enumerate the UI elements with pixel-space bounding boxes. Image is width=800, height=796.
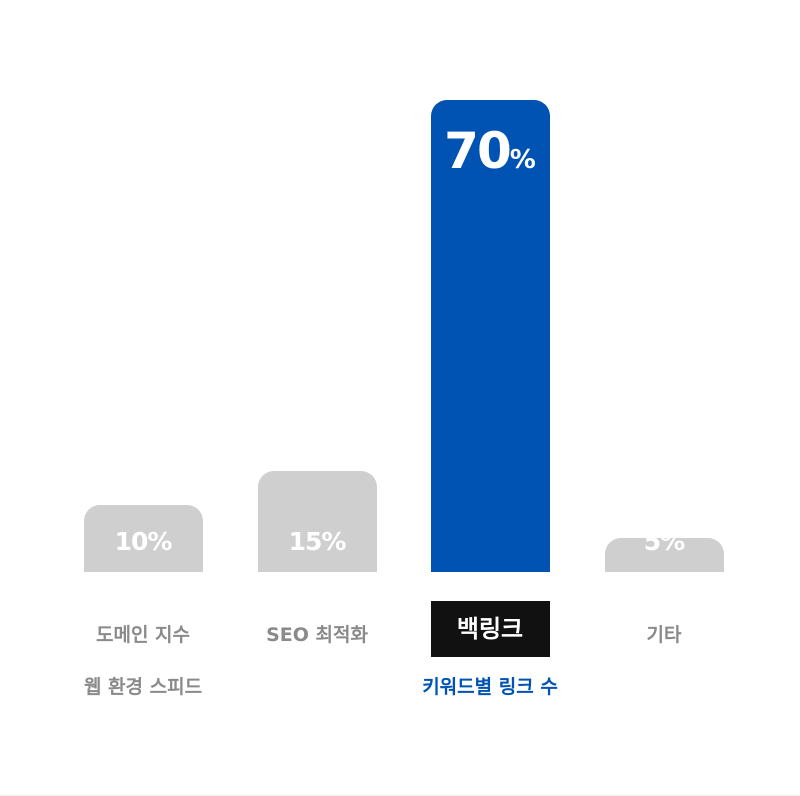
bar-4: 5%	[604, 527, 724, 572]
bar-value-label: 5%	[643, 527, 685, 556]
bar-value-number: 70	[444, 122, 512, 180]
bar-1: 10%	[83, 505, 203, 572]
category-label: 기타	[646, 624, 682, 646]
category-sublabel: 웹 환경 스피드	[83, 676, 203, 698]
category-label: SEO 최적화	[266, 624, 368, 646]
category-sublabel: 키워드별 링크 수	[422, 676, 558, 698]
category-label: 도메인 지수	[95, 624, 190, 646]
bar-value-label: 15%	[288, 527, 347, 556]
category-label-highlight: 백링크	[430, 601, 550, 657]
bar-2: 15%	[257, 471, 377, 572]
bar-value-label: 70%	[431, 122, 550, 180]
bar-value-label: 10%	[114, 527, 173, 556]
bar-value-unit: %	[509, 145, 536, 175]
bar-3: 70%	[430, 100, 550, 572]
